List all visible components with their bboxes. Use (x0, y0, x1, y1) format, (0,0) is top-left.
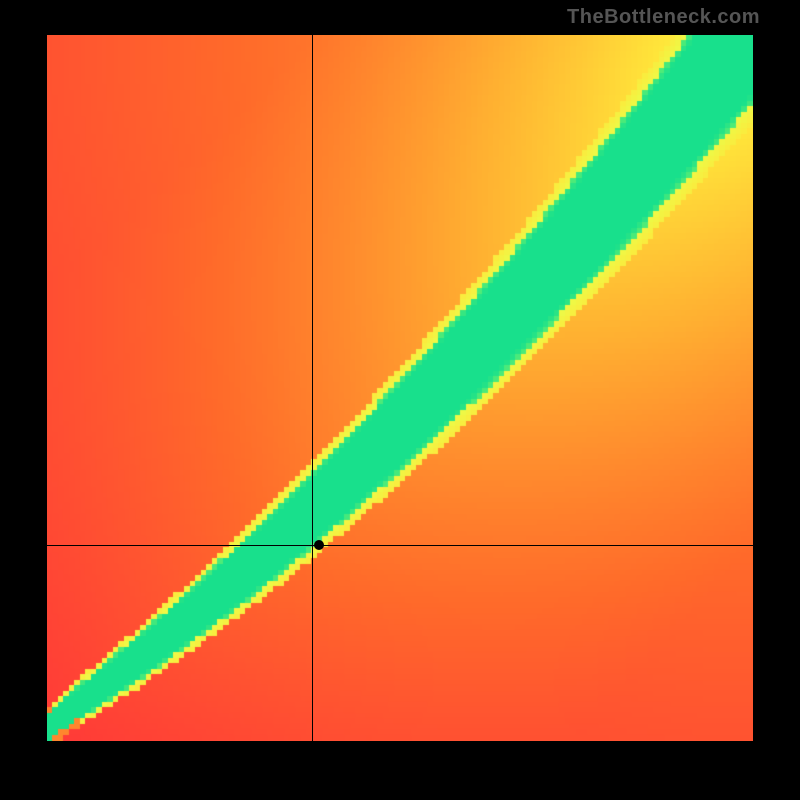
marker-dot (314, 540, 324, 550)
heatmap-canvas (47, 35, 753, 741)
watermark-text: TheBottleneck.com (567, 6, 760, 29)
crosshair-horizontal (47, 545, 753, 546)
crosshair-vertical (312, 35, 313, 741)
plot-area (47, 35, 753, 741)
